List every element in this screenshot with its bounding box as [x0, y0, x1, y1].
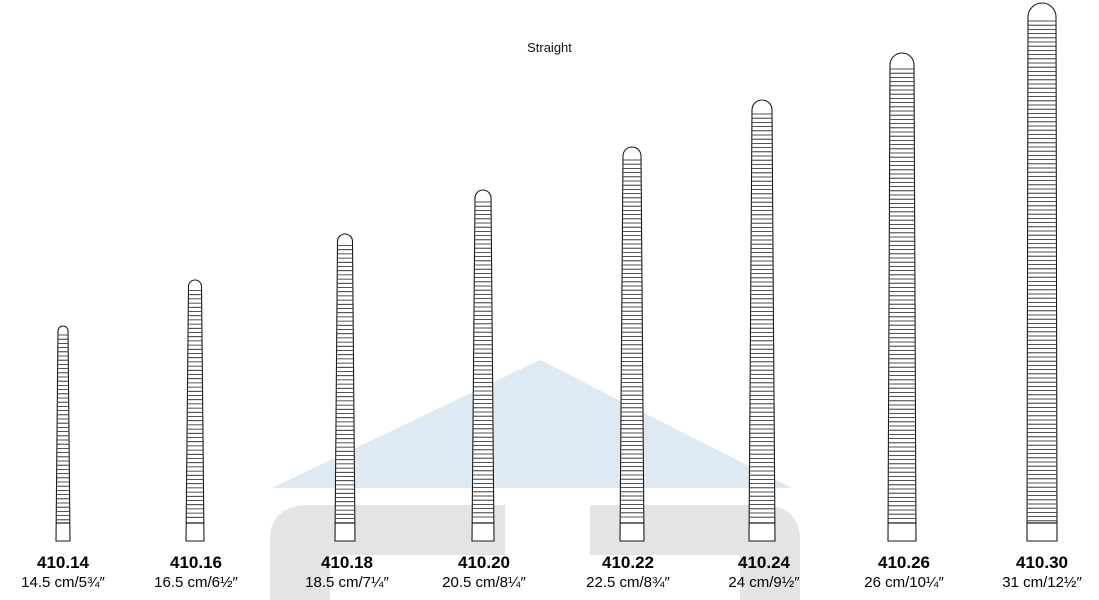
instrument-body	[887, 52, 917, 542]
model-number: 410.20	[458, 553, 510, 572]
model-number: 410.26	[878, 553, 930, 572]
caption-410.26: 410.26 26 cm/10¼″	[839, 553, 969, 593]
instrument-410.16	[185, 279, 205, 542]
caption-410.16: 410.16 16.5 cm/6½″	[131, 553, 261, 593]
instrument-serrations	[620, 159, 644, 518]
instrument-serrations	[749, 113, 775, 518]
length-label: 14.5 cm/5¾″	[21, 574, 105, 591]
length-label: 24 cm/9½″	[728, 574, 800, 591]
watermark-triangle	[272, 360, 792, 488]
instrument-serrations	[1027, 20, 1057, 522]
instrument-410.18	[334, 233, 356, 542]
length-label: 16.5 cm/6½″	[154, 574, 238, 591]
instrument-body	[619, 146, 645, 542]
instrument-serrations	[472, 201, 494, 518]
length-label: 18.5 cm/7¼″	[305, 574, 389, 591]
page-title: Straight	[527, 40, 572, 55]
caption-410.14: 410.14 14.5 cm/5¾″	[0, 553, 128, 593]
model-number: 410.16	[170, 553, 222, 572]
instrument-body	[334, 233, 356, 542]
instrument-serrations	[56, 334, 70, 521]
instrument-410.26	[887, 52, 917, 542]
instrument-serrations	[186, 290, 204, 518]
caption-410.24: 410.24 24 cm/9½″	[699, 553, 829, 593]
instrument-serrations	[888, 68, 916, 519]
model-number: 410.30	[1016, 553, 1068, 572]
caption-410.20: 410.20 20.5 cm/8¼″	[419, 553, 549, 593]
length-label: 20.5 cm/8¼″	[442, 574, 526, 591]
instrument-410.20	[471, 189, 495, 542]
instrument-410.14	[55, 325, 71, 542]
watermark-letter-left	[270, 505, 505, 600]
instrument-body	[1026, 2, 1058, 542]
instrument-body	[55, 325, 71, 542]
caption-410.18: 410.18 18.5 cm/7¼″	[282, 553, 412, 593]
model-number: 410.18	[321, 553, 373, 572]
instrument-410.24	[748, 99, 776, 542]
model-number: 410.22	[602, 553, 654, 572]
length-label: 31 cm/12½″	[1002, 574, 1082, 591]
caption-410.30: 410.30 31 cm/12½″	[977, 553, 1099, 593]
caption-410.22: 410.22 22.5 cm/8¾″	[563, 553, 693, 593]
model-number: 410.14	[37, 553, 89, 572]
length-label: 26 cm/10¼″	[864, 574, 944, 591]
instrument-body	[185, 279, 205, 542]
model-number: 410.24	[738, 553, 790, 572]
instrument-410.30	[1026, 2, 1058, 542]
instrument-serrations	[335, 245, 355, 519]
instrument-410.22	[619, 146, 645, 542]
length-label: 22.5 cm/8¾″	[586, 574, 670, 591]
